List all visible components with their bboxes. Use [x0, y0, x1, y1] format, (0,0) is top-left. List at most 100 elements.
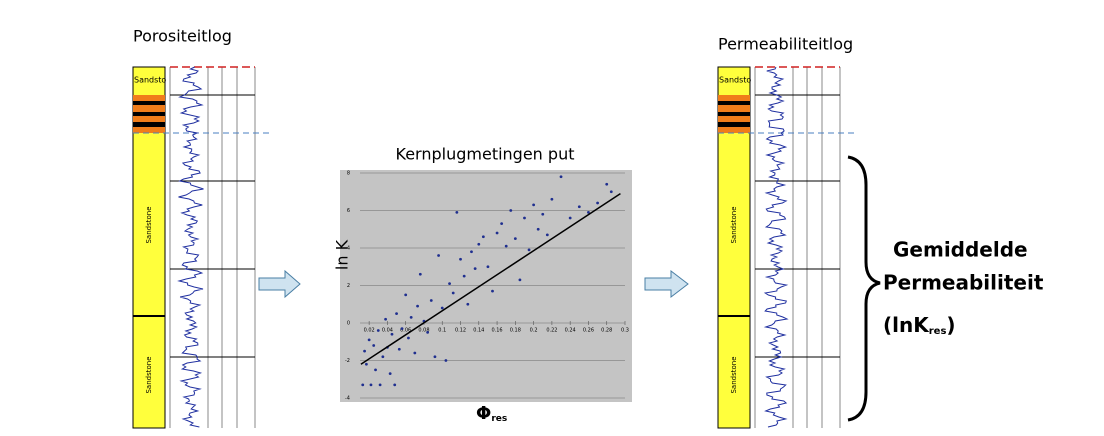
arrow — [259, 271, 300, 297]
data-point — [452, 292, 455, 295]
data-point — [413, 352, 416, 355]
diagram: Porositeitlog Permeabiliteitlog Kernplug… — [0, 0, 1104, 436]
data-point — [381, 355, 384, 358]
data-point — [404, 293, 407, 296]
y-tick-label: 0 — [347, 321, 350, 327]
x-axis-label: Φres — [476, 403, 507, 424]
lithology-label: Sandstone — [730, 206, 738, 243]
lithology-label: Sandsto — [134, 76, 166, 85]
data-point — [398, 348, 401, 351]
x-tick-label: 0.14 — [473, 328, 484, 334]
x-tick-label: 0.28 — [601, 328, 612, 334]
result-part: ) — [946, 313, 955, 337]
lithology-layer — [718, 101, 750, 105]
data-point — [537, 228, 540, 231]
x-tick-label: 0.26 — [583, 328, 594, 334]
y-tick-label: -4 — [345, 396, 350, 402]
data-point — [368, 338, 371, 341]
lithology-layer — [718, 122, 750, 127]
data-point — [546, 233, 549, 236]
right-log-title: Permeabiliteitlog — [718, 35, 853, 54]
data-point — [466, 303, 469, 306]
data-point — [419, 273, 422, 276]
x-tick-label: 0.12 — [455, 328, 466, 334]
lithology-layer — [133, 105, 165, 112]
data-point — [370, 383, 373, 386]
data-point — [514, 237, 517, 240]
y-tick-label: 8 — [347, 171, 350, 177]
data-point — [395, 312, 398, 315]
data-point — [437, 254, 440, 257]
x-tick-label: 0.3 — [621, 328, 629, 334]
y-tick-label: 4 — [347, 246, 350, 252]
lithology-layer — [718, 95, 750, 101]
x-tick-label: 0.04 — [382, 328, 393, 334]
log-curve — [765, 67, 787, 427]
data-point — [430, 299, 433, 302]
data-point — [459, 258, 462, 261]
lithology-layer — [133, 101, 165, 105]
data-point — [363, 350, 366, 353]
x-axis-label-sub: res — [491, 414, 507, 424]
brace — [848, 157, 880, 420]
x-tick-label: 0.22 — [546, 328, 557, 334]
data-point — [491, 290, 494, 293]
x-tick-label: 0.2 — [530, 328, 538, 334]
chart-title: Kernplugmetingen put — [396, 145, 575, 164]
y-tick-label: 6 — [347, 208, 350, 214]
lithology-layer — [133, 127, 165, 133]
data-point — [389, 372, 392, 375]
arrow — [645, 271, 688, 297]
data-point — [372, 344, 375, 347]
x-tick-label: 0.02 — [364, 328, 375, 334]
data-point — [605, 183, 608, 186]
data-point — [407, 337, 410, 340]
lithology-label: Sandsto — [719, 76, 751, 85]
lithology-layer — [718, 127, 750, 133]
data-point — [569, 217, 572, 220]
lithology-layer — [133, 122, 165, 127]
lithology-label: Sandstone — [145, 356, 153, 393]
data-point — [401, 327, 404, 330]
data-point — [482, 235, 485, 238]
y-axis-label: ln K — [333, 239, 352, 270]
plot-background — [340, 170, 632, 402]
data-point — [474, 267, 477, 270]
data-point — [470, 250, 473, 253]
data-point — [455, 211, 458, 214]
data-point — [377, 329, 380, 332]
result-sub: res — [929, 326, 947, 337]
data-point — [560, 175, 563, 178]
data-point — [361, 383, 364, 386]
lithology-layer — [133, 95, 165, 101]
data-point — [541, 213, 544, 216]
data-point — [496, 232, 499, 235]
data-point — [416, 305, 419, 308]
x-tick-label: 0.1 — [438, 328, 446, 334]
x-axis-label-main: Φ — [476, 403, 491, 424]
data-point — [384, 318, 387, 321]
result-part: (lnK — [883, 313, 930, 337]
lithology-layer — [718, 105, 750, 112]
data-point — [444, 359, 447, 362]
data-point — [434, 355, 437, 358]
data-point — [500, 222, 503, 225]
y-tick-label: 2 — [347, 283, 350, 289]
result-text: Gemiddelde Permeabiliteit (lnKres) — [883, 238, 1044, 338]
data-point — [528, 248, 531, 251]
lithology-layer — [133, 112, 165, 116]
data-point — [550, 198, 553, 201]
data-point — [596, 202, 599, 205]
x-tick-label: 0.18 — [510, 328, 521, 334]
data-point — [519, 278, 522, 281]
data-point — [505, 245, 508, 248]
data-point — [463, 275, 466, 278]
data-point — [393, 383, 396, 386]
data-point — [365, 363, 368, 366]
data-point — [448, 282, 451, 285]
x-tick-label: 0.24 — [565, 328, 576, 334]
data-point — [532, 203, 535, 206]
data-point — [374, 368, 377, 371]
data-point — [610, 190, 613, 193]
data-point — [379, 383, 382, 386]
